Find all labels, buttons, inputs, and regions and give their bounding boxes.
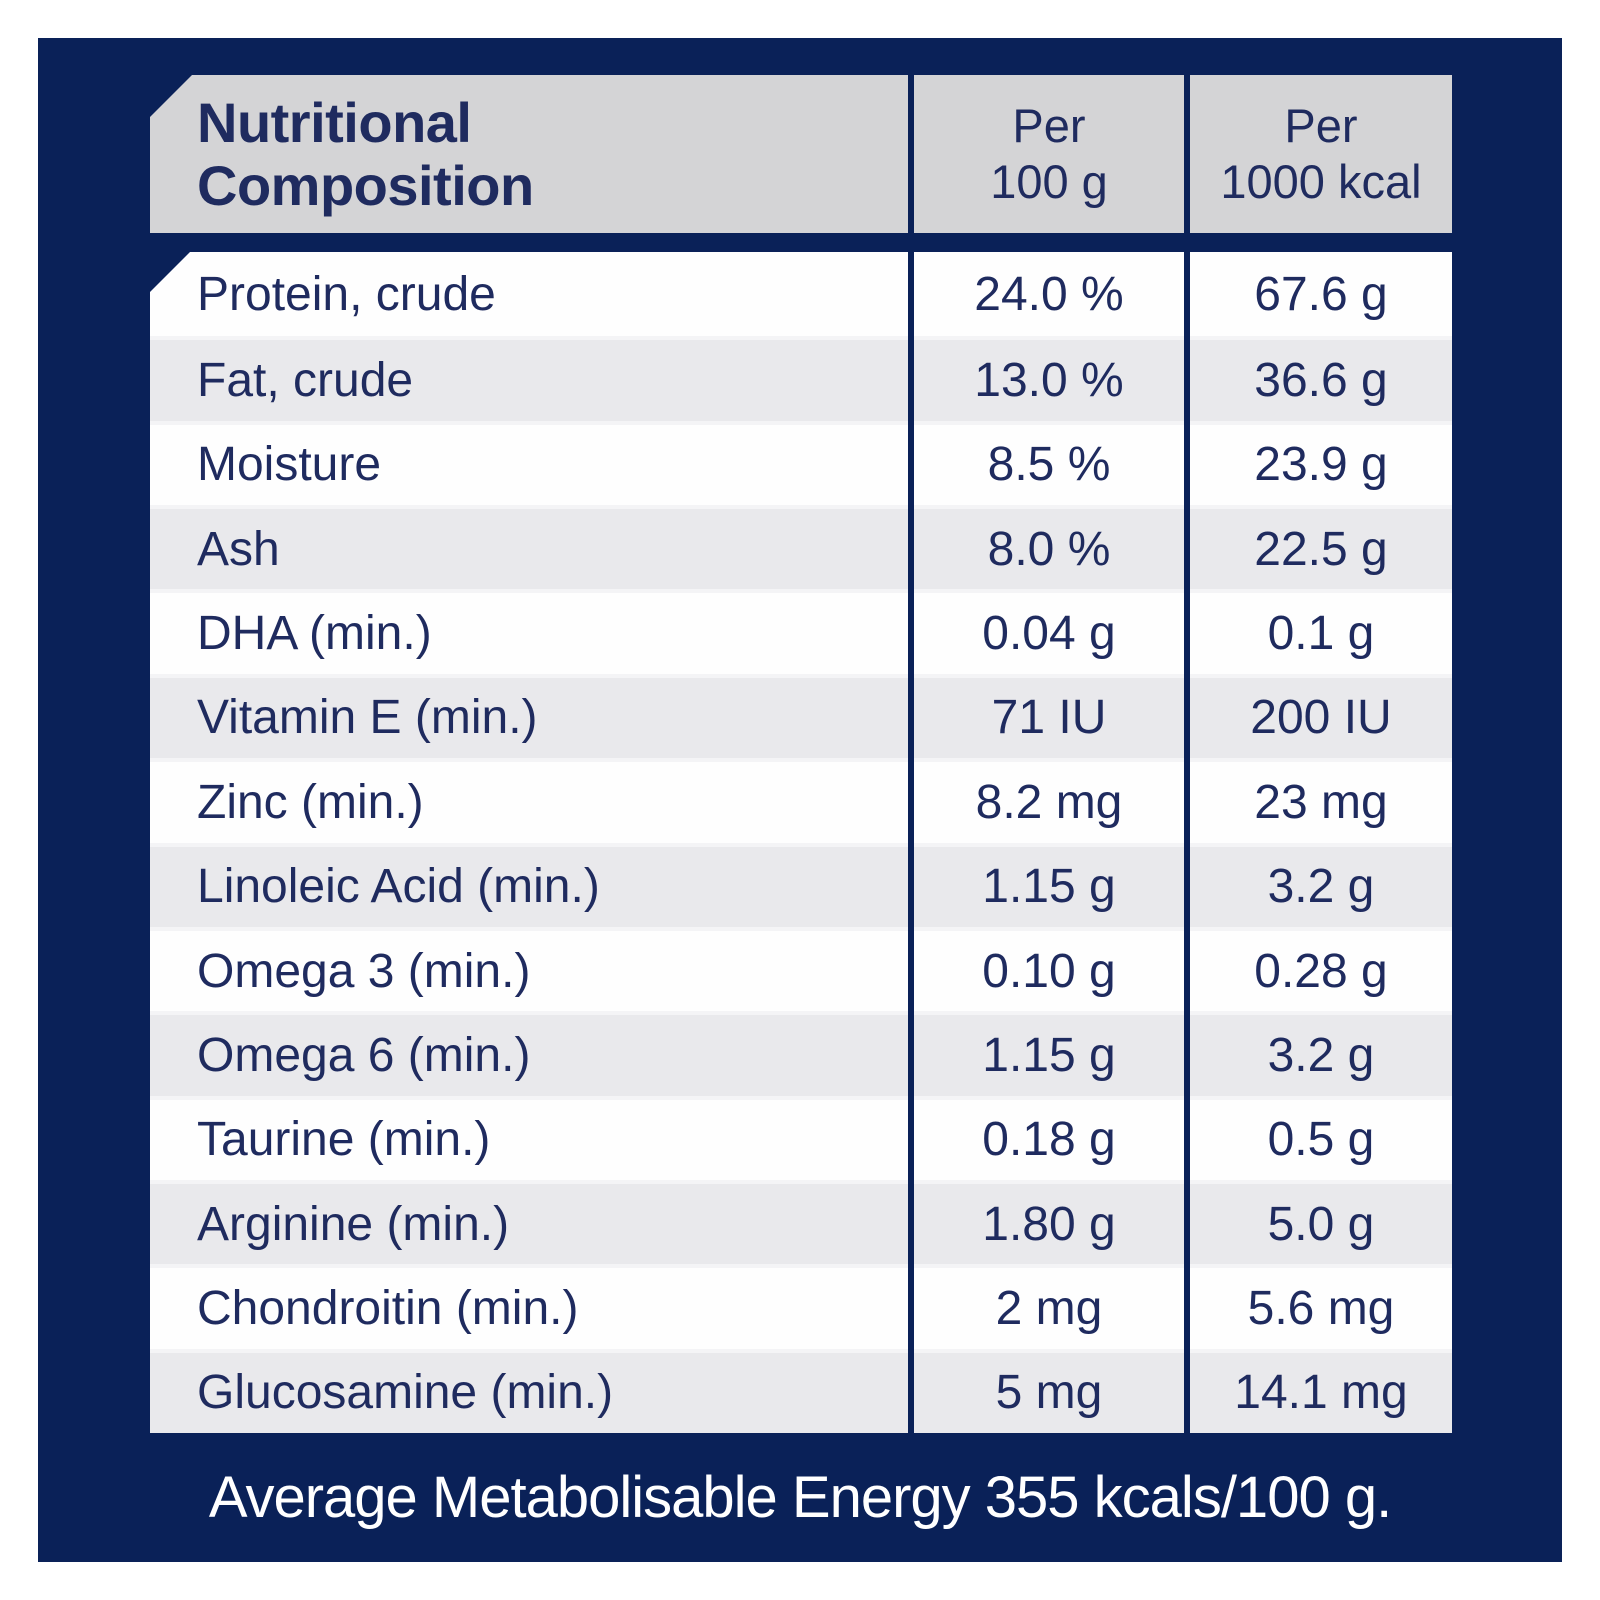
table-row: Moisture 8.5 % 23.9 g <box>150 420 1452 506</box>
table-title-line2: Composition <box>197 154 534 217</box>
row-value-per-1000kcal: 0.5 g <box>1190 1095 1452 1180</box>
table-row: Omega 6 (min.) 1.15 g 3.2 g <box>150 1011 1452 1096</box>
table-row: DHA (min.) 0.04 g 0.1 g <box>150 589 1452 674</box>
row-value-per-100g: 1.80 g <box>914 1179 1184 1265</box>
header-title-cell: Nutritional Composition <box>150 75 908 233</box>
col-header-per-1000kcal: Per 1000 kcal <box>1190 75 1452 233</box>
row-value-per-100g: 1.15 g <box>914 1011 1184 1096</box>
table-row: Omega 3 (min.) 0.10 g 0.28 g <box>150 926 1452 1012</box>
row-value-per-1000kcal: 0.1 g <box>1190 589 1452 674</box>
row-label: Moisture <box>150 420 908 506</box>
row-value-per-100g: 1.15 g <box>914 842 1184 927</box>
row-value-per-100g: 8.0 % <box>914 505 1184 590</box>
row-value-per-100g: 8.5 % <box>914 420 1184 506</box>
table-row: Zinc (min.) 8.2 mg 23 mg <box>150 758 1452 843</box>
table-row: Arginine (min.) 1.80 g 5.0 g <box>150 1179 1452 1265</box>
table-row: Vitamin E (min.) 71 IU 200 IU <box>150 673 1452 759</box>
table-header: Nutritional Composition Per 100 g Per 10… <box>150 75 1452 233</box>
table-row: Taurine (min.) 0.18 g 0.5 g <box>150 1095 1452 1180</box>
metabolisable-energy-text: Average Metabolisable Energy 355 kcals/1… <box>208 1465 1392 1530</box>
table-row: Fat, crude 13.0 % 36.6 g <box>150 336 1452 421</box>
row-label: Chondroitin (min.) <box>150 1264 908 1349</box>
row-value-per-1000kcal: 22.5 g <box>1190 505 1452 590</box>
row-value-per-100g: 5 mg <box>914 1348 1184 1434</box>
row-value-per-100g: 13.0 % <box>914 336 1184 421</box>
row-value-per-1000kcal: 5.6 mg <box>1190 1264 1452 1349</box>
row-value-per-100g: 0.04 g <box>914 589 1184 674</box>
table-row: Chondroitin (min.) 2 mg 5.6 mg <box>150 1264 1452 1349</box>
col-header-per-1000kcal-line2: 1000 kcal <box>1220 155 1422 208</box>
table-title-line1: Nutritional <box>197 90 472 154</box>
row-value-per-1000kcal: 5.0 g <box>1190 1179 1452 1265</box>
col-header-per-100g-line2: 100 g <box>990 155 1108 208</box>
col-header-per-100g: Per 100 g <box>914 75 1184 233</box>
col-header-per-100g-line1: Per <box>1012 98 1086 152</box>
row-value-per-1000kcal: 3.2 g <box>1190 1011 1452 1096</box>
row-label: Taurine (min.) <box>150 1095 908 1180</box>
row-value-per-1000kcal: 23.9 g <box>1190 420 1452 506</box>
row-value-per-1000kcal: 0.28 g <box>1190 926 1452 1012</box>
row-value-per-1000kcal: 23 mg <box>1190 758 1452 843</box>
row-label: Omega 3 (min.) <box>150 926 908 1012</box>
table-row: Glucosamine (min.) 5 mg 14.1 mg <box>150 1348 1452 1434</box>
col-header-per-1000kcal-line1: Per <box>1284 98 1358 152</box>
row-value-per-1000kcal: 36.6 g <box>1190 336 1452 421</box>
row-value-per-100g: 8.2 mg <box>914 758 1184 843</box>
row-label: Ash <box>150 505 908 590</box>
navy-panel: Nutritional Composition Per 100 g Per 10… <box>38 38 1562 1562</box>
row-label: DHA (min.) <box>150 589 908 674</box>
row-label: Arginine (min.) <box>150 1179 908 1265</box>
nutrition-table: Nutritional Composition Per 100 g Per 10… <box>150 75 1452 1434</box>
row-value-per-1000kcal: 14.1 mg <box>1190 1348 1452 1434</box>
row-label: Omega 6 (min.) <box>150 1011 908 1096</box>
row-value-per-100g: 2 mg <box>914 1264 1184 1349</box>
row-value-per-1000kcal: 67.6 g <box>1190 252 1452 337</box>
row-label: Fat, crude <box>150 336 908 421</box>
row-label: Vitamin E (min.) <box>150 673 908 759</box>
row-value-per-100g: 71 IU <box>914 673 1184 759</box>
table-body: Protein, crude 24.0 % 67.6 g Fat, crude … <box>150 252 1452 1434</box>
row-label: Protein, crude <box>150 252 908 337</box>
row-value-per-100g: 0.10 g <box>914 926 1184 1012</box>
row-value-per-100g: 0.18 g <box>914 1095 1184 1180</box>
row-value-per-100g: 24.0 % <box>914 252 1184 337</box>
row-value-per-1000kcal: 3.2 g <box>1190 842 1452 927</box>
table-row: Ash 8.0 % 22.5 g <box>150 505 1452 590</box>
row-label: Zinc (min.) <box>150 758 908 843</box>
table-row: Linoleic Acid (min.) 1.15 g 3.2 g <box>150 842 1452 927</box>
row-label: Linoleic Acid (min.) <box>150 842 908 927</box>
row-value-per-1000kcal: 200 IU <box>1190 673 1452 759</box>
table-row: Protein, crude 24.0 % 67.6 g <box>150 252 1452 337</box>
row-label: Glucosamine (min.) <box>150 1348 908 1434</box>
